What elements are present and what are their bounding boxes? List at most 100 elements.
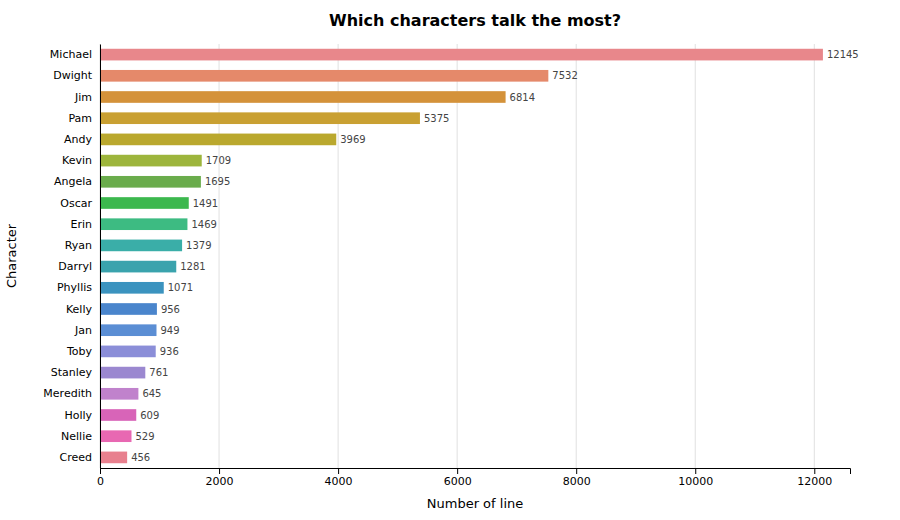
y-tick: Dwight [53,69,92,82]
data-label: 1709 [206,155,231,166]
y-tick-label: Kevin [62,154,92,167]
x-tick-mark [695,468,696,474]
grid-line [338,44,339,468]
y-tick: Erin [70,218,92,231]
y-tick-label: Pam [68,112,92,125]
y-tick-label: Erin [70,218,92,231]
bar [100,134,336,146]
y-tick: Nellie [61,430,92,443]
x-tick: 12000 [797,468,832,488]
x-tick-mark [219,468,220,474]
plot: 020004000600080001000012000MichaelDwight… [43,44,858,488]
y-tick-label: Holly [64,409,92,422]
x-tick: 8000 [563,468,591,488]
bar [100,155,202,167]
grid-line [814,44,815,468]
grid [100,44,814,468]
y-tick-label: Darryl [58,260,92,273]
y-tick: Stanley [51,366,93,379]
x-tick: 10000 [678,468,713,488]
y-axis-title: Character [4,223,19,288]
y-tick: Oscar [60,197,92,210]
bar [100,282,164,294]
data-labels: 1214575326814537539691709169514911469137… [131,49,859,463]
y-tick-label: Creed [60,451,92,464]
grid-line [219,44,220,468]
y-tick-label: Stanley [51,366,93,379]
bar [100,367,145,379]
x-tick-mark [457,468,458,474]
x-axis-title: Number of line [427,496,523,511]
bar [100,388,138,400]
y-tick-label: Toby [66,345,93,358]
data-label: 936 [160,346,179,357]
bar [100,346,156,358]
y-tick-label: Michael [50,48,92,61]
y-tick: Meredith [43,387,92,400]
title: Which characters talk the most? [329,11,621,30]
x-tick-label: 12000 [797,475,832,488]
bar [100,91,506,103]
data-label: 6814 [510,92,535,103]
y-axis-line [100,45,101,469]
y-axis: Michael Dwight Jim Pam Andy Kevin Angela Oscar E… [43,45,100,469]
bar [100,176,201,188]
y-tick-label: Ryan [65,239,92,252]
grid-line [695,44,696,468]
y-tick: Holly [64,409,92,422]
x-axis-line [101,469,851,475]
data-label: 529 [135,431,154,442]
x-tick-label: 8000 [563,475,591,488]
data-label: 949 [160,325,179,336]
data-label: 1071 [168,282,193,293]
grid-line [100,44,101,468]
data-label: 609 [140,410,159,421]
bar [100,430,131,442]
y-tick-label: Angela [54,175,92,188]
bar [100,261,176,273]
x-tick-label: 0 [97,475,104,488]
y-tick: Kelly [66,303,93,316]
y-tick: Toby [66,345,93,358]
data-label: 456 [131,452,150,463]
y-tick: Kevin [62,154,92,167]
data-label: 7532 [552,70,577,81]
y-tick-label: Meredith [43,387,92,400]
x-tick-mark [338,468,339,474]
data-label: 1469 [191,219,216,230]
y-tick: Jim [74,91,92,104]
y-tick-label: Andy [64,133,92,146]
bar [100,240,182,252]
data-label: 1491 [193,198,218,209]
x-tick-mark [100,468,101,474]
bar [100,218,187,230]
data-label: 1281 [180,261,205,272]
data-label: 12145 [827,49,859,60]
bar [100,303,157,315]
y-tick: Creed [60,451,92,464]
x-tick-mark [814,468,815,474]
y-tick: Pam [68,112,92,125]
y-tick: Jan [74,324,92,337]
y-tick-label: Oscar [60,197,92,210]
bar [100,70,548,82]
y-tick-label: Phyllis [57,281,92,294]
grid-line [457,44,458,468]
x-tick-label: 10000 [678,475,713,488]
x-tick-label: 2000 [206,475,234,488]
data-label: 761 [149,367,168,378]
bar [100,324,156,336]
y-tick: Ryan [65,239,92,252]
y-tick-label: Nellie [61,430,92,443]
bar [100,112,420,124]
data-label: 1379 [186,240,211,251]
y-tick-label: Jim [74,91,92,104]
grid-line [576,44,577,468]
bar [100,49,823,61]
x-axis: 020004000600080001000012000 [97,468,851,488]
x-tick-label: 6000 [444,475,472,488]
data-label: 3969 [340,134,365,145]
y-tick-label: Dwight [53,69,92,82]
y-tick-label: Jan [74,324,92,337]
y-tick: Phyllis [57,281,92,294]
